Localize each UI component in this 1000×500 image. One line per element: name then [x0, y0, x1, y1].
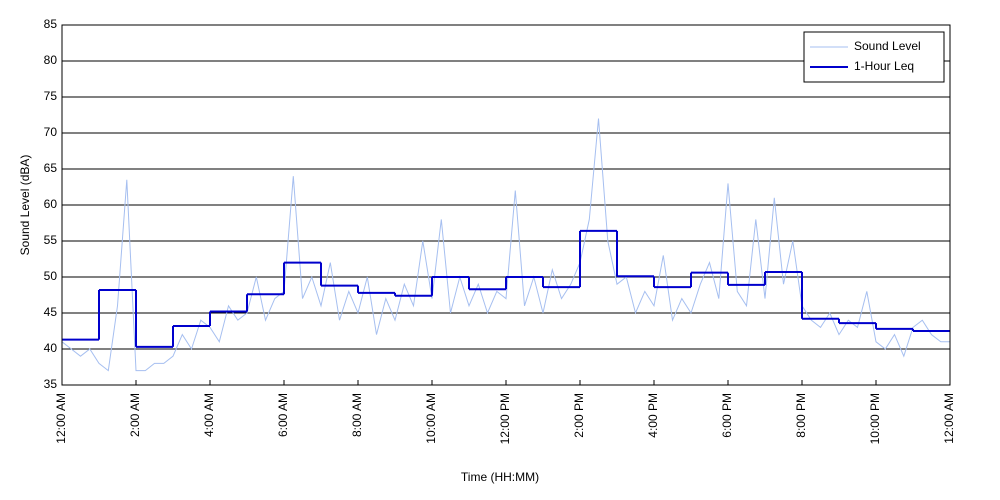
y-tick-label: 50 — [44, 269, 58, 283]
y-tick-label: 40 — [44, 341, 58, 355]
y-tick-label: 70 — [44, 125, 58, 139]
y-axis-label: Sound Level (dBA) — [18, 155, 32, 256]
y-tick-label: 65 — [44, 161, 58, 175]
x-tick-label: 6:00 PM — [720, 393, 734, 438]
legend-label: Sound Level — [854, 39, 921, 53]
x-tick-label: 2:00 AM — [128, 393, 142, 437]
y-tick-label: 45 — [44, 305, 58, 319]
y-tick-label: 35 — [44, 377, 58, 391]
x-tick-label: 10:00 AM — [424, 393, 438, 444]
x-tick-label: 8:00 AM — [350, 393, 364, 437]
x-tick-label: 12:00 AM — [942, 393, 956, 444]
x-tick-label: 6:00 AM — [276, 393, 290, 437]
x-tick-label: 8:00 PM — [794, 393, 808, 438]
x-tick-label: 12:00 AM — [54, 393, 68, 444]
legend-label: 1-Hour Leq — [854, 59, 914, 73]
x-tick-label: 10:00 PM — [868, 393, 882, 444]
y-tick-label: 60 — [44, 197, 58, 211]
y-tick-label: 75 — [44, 89, 58, 103]
x-tick-label: 4:00 PM — [646, 393, 660, 438]
x-tick-label: 12:00 PM — [498, 393, 512, 444]
y-tick-label: 80 — [44, 53, 58, 67]
x-axis-label: Time (HH:MM) — [461, 470, 539, 484]
plot-border — [61, 24, 951, 386]
legend-box — [803, 31, 945, 83]
y-tick-label: 85 — [44, 17, 58, 31]
x-tick-label: 2:00 PM — [572, 393, 586, 438]
x-tick-label: 4:00 AM — [202, 393, 216, 437]
y-tick-label: 55 — [44, 233, 58, 247]
